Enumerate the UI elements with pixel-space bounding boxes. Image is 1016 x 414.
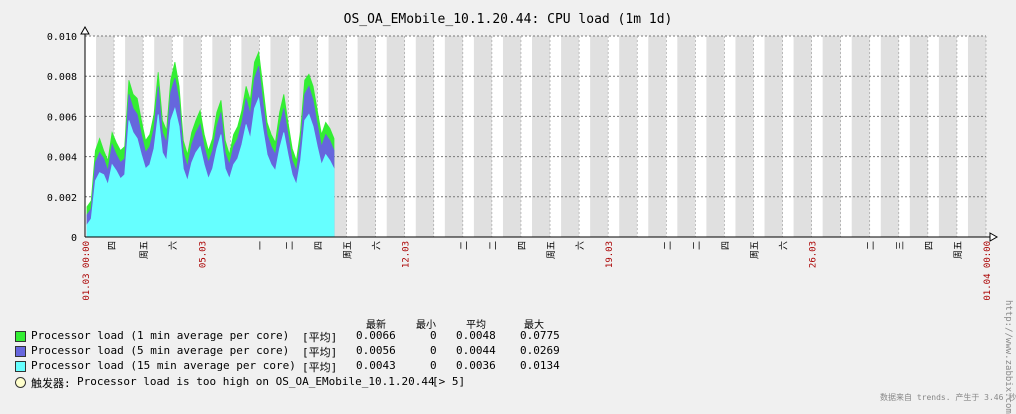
day-stripe — [706, 36, 725, 237]
day-stripe — [822, 36, 841, 237]
series-areas — [86, 50, 335, 238]
day-stripe — [909, 36, 928, 237]
legend-avg: 0.0036 — [456, 359, 496, 372]
legend-header-last: 最新 — [366, 320, 386, 331]
y-tick-label: 0.008 — [47, 72, 77, 83]
x-tick-label: 二 — [867, 241, 877, 250]
legend-swatch — [15, 346, 26, 357]
x-tick-label: 周五 — [546, 241, 557, 259]
legend-avg: 0.0044 — [456, 344, 496, 357]
day-stripe — [938, 36, 957, 237]
day-stripe — [386, 36, 405, 237]
x-tick-label: 01.04 00:00 — [983, 241, 993, 301]
y-tick-label: 0.004 — [47, 153, 77, 164]
x-tick-label: 六 — [778, 241, 790, 250]
x-tick-label: 四 — [518, 241, 528, 250]
x-tick-label: 三 — [896, 241, 906, 250]
legend-last: 0.0066 — [356, 329, 396, 342]
legend-last: 0.0043 — [356, 359, 396, 372]
trigger-prefix: 触发器: — [31, 377, 71, 390]
day-stripe — [764, 36, 783, 237]
day-stripe — [880, 36, 899, 237]
day-stripe — [967, 36, 986, 237]
x-tick-label: 05.03 — [198, 241, 208, 268]
legend-label: Processor load (1 min average per core) — [31, 329, 290, 342]
y-tick-label: 0.002 — [47, 193, 77, 204]
x-axis-arrow — [989, 232, 999, 242]
x-tick-label: 四 — [108, 241, 118, 250]
y-tick-label: 0 — [71, 233, 77, 244]
y-tick-label: 0.006 — [47, 112, 77, 123]
x-tick-label: 六 — [371, 241, 383, 250]
x-tick-label: 四 — [721, 241, 731, 250]
x-tick-label: 二 — [663, 241, 673, 250]
day-stripe — [357, 36, 376, 237]
day-stripe — [619, 36, 638, 237]
x-tick-label: 周五 — [139, 241, 150, 259]
x-tick-label: 四 — [315, 241, 325, 250]
x-tick-label: 二 — [460, 241, 470, 250]
day-stripe — [677, 36, 696, 237]
legend-func: [平均] — [302, 331, 338, 344]
legend-func: [平均] — [302, 346, 338, 359]
legend-max: 0.0134 — [520, 359, 560, 372]
trigger-threshold: [> 5] — [432, 375, 466, 388]
legend-header-avg: 平均 — [466, 320, 486, 331]
legend-max: 0.0775 — [520, 329, 560, 342]
day-stripe — [502, 36, 521, 237]
legend-swatch — [15, 331, 26, 342]
day-stripe — [532, 36, 551, 237]
legend-label: Processor load (15 min average per core) — [31, 359, 296, 372]
series-area-3 — [86, 96, 335, 238]
x-tick-label: 周五 — [953, 241, 964, 259]
day-stripe — [444, 36, 463, 237]
legend-min: 0 — [430, 344, 437, 357]
day-stripe — [561, 36, 580, 237]
day-stripe — [735, 36, 754, 237]
y-tick-labels: 0.010 0.008 0.006 0.004 0.002 0 — [47, 32, 77, 244]
day-stripe — [473, 36, 492, 237]
x-tick-label: 四 — [925, 241, 935, 250]
legend-header-max: 最大 — [524, 320, 544, 331]
zabbix-watermark: http://www.zabbix.com — [1003, 300, 1013, 414]
legend-label: Processor load (5 min average per core) — [31, 344, 290, 357]
x-tick-label: 周五 — [343, 241, 354, 259]
legend-func: [平均] — [302, 361, 338, 374]
x-tick-label: 19.03 — [605, 241, 615, 268]
x-tick-label: 六 — [167, 241, 179, 250]
chart-title: OS_OA_EMobile_10.1.20.44: CPU load (1m 1… — [344, 12, 673, 27]
day-stripe — [648, 36, 667, 237]
y-tick-label: 0.010 — [47, 32, 77, 43]
axes — [80, 25, 999, 242]
x-tick-label: 六 — [574, 241, 586, 250]
y-axis-arrow — [80, 25, 90, 35]
trigger-icon — [15, 377, 26, 388]
legend-min: 0 — [430, 329, 437, 342]
x-tick-label: 二 — [285, 241, 295, 250]
x-tick-label: 01.03 00:00 — [82, 241, 92, 301]
x-tick-label: 二 — [692, 241, 702, 250]
x-tick-label: 12.03 — [402, 241, 412, 268]
day-stripe — [793, 36, 812, 237]
legend-last: 0.0056 — [356, 344, 396, 357]
legend-min: 0 — [430, 359, 437, 372]
day-stripe — [590, 36, 609, 237]
x-tick-label: 26.03 — [809, 241, 819, 268]
day-stripe — [415, 36, 434, 237]
legend-avg: 0.0048 — [456, 329, 496, 342]
day-stripe — [851, 36, 870, 237]
cpu-load-chart: OS_OA_EMobile_10.1.20.44: CPU load (1m 1… — [46, 12, 999, 301]
x-tick-label: 二 — [489, 241, 499, 250]
x-tick-label: 周五 — [749, 241, 760, 259]
legend-header-min: 最小 — [416, 320, 436, 331]
trigger-text: Processor load is too high on OS_OA_EMob… — [77, 375, 435, 388]
footer-note: 数据来自 trends. 产生于 3.46 秒 — [880, 393, 1016, 402]
legend-swatch — [15, 361, 26, 372]
x-tick-labels: 01.03 00:00 四 周五 六 05.03 一 二 四 周五 六 12.03 二 二 四 周五 六 19.… — [82, 241, 993, 301]
legend-max: 0.0269 — [520, 344, 560, 357]
x-tick-label: 一 — [256, 241, 266, 250]
